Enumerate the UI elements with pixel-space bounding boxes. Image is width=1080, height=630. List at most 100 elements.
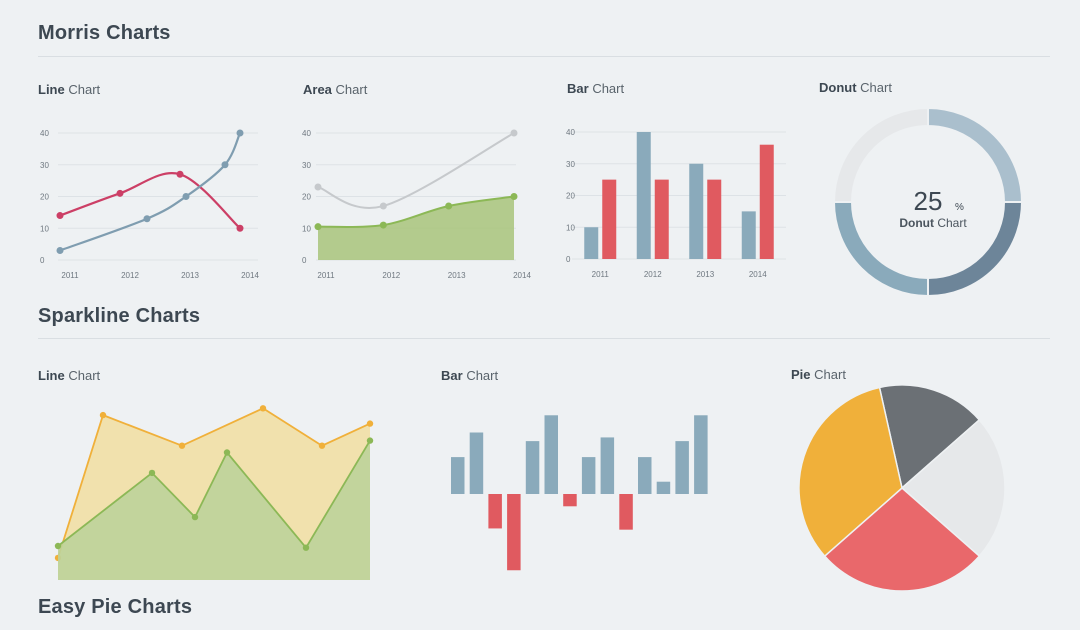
x-tick-label: 2013 xyxy=(448,271,466,280)
sparkline-bar xyxy=(656,481,671,494)
panel-title-spark-line: Line Chart xyxy=(38,368,101,383)
data-point xyxy=(56,212,64,220)
x-tick-label: 2013 xyxy=(181,271,199,280)
data-point xyxy=(178,442,186,449)
y-tick-label: 30 xyxy=(40,161,49,170)
y-tick-label: 10 xyxy=(566,223,575,232)
sparkline-area xyxy=(58,440,370,580)
bar xyxy=(689,163,704,259)
divider xyxy=(38,56,1050,57)
sparkline-bar xyxy=(563,494,577,507)
panel-title-morris-line: Line Chart xyxy=(38,82,101,97)
donut-center-label-bold: Donut xyxy=(899,216,937,230)
data-point xyxy=(379,221,387,229)
y-tick-label: 40 xyxy=(302,129,311,138)
series-area xyxy=(318,196,514,260)
data-point xyxy=(366,437,374,444)
divider xyxy=(38,338,1050,339)
x-tick-label: 2014 xyxy=(749,270,767,279)
y-tick-label: 40 xyxy=(566,128,575,137)
data-point xyxy=(191,513,199,521)
pie-slice xyxy=(823,487,981,592)
data-point xyxy=(236,224,244,232)
sparkline-bar xyxy=(507,494,521,571)
sparkline-bar xyxy=(581,457,596,494)
data-point xyxy=(176,170,184,178)
donut-center-label-rest: Chart xyxy=(937,216,967,230)
bar xyxy=(602,179,617,259)
bar xyxy=(741,211,756,259)
y-tick-label: 10 xyxy=(302,224,311,233)
sparkline-bar xyxy=(675,441,689,494)
sparkline-bar xyxy=(694,415,708,494)
bar xyxy=(707,179,722,259)
data-point xyxy=(259,405,267,412)
y-tick-label: 20 xyxy=(302,193,311,202)
x-tick-label: 2013 xyxy=(696,270,714,279)
sparkline-bar xyxy=(525,441,540,494)
panel-title-spark-bar: Bar Chart xyxy=(441,368,499,383)
series-line xyxy=(317,195,515,229)
panel-title-morris-donut: Donut Chart xyxy=(819,80,892,95)
section-title-morris: Morris Charts xyxy=(38,22,171,44)
pie-slice xyxy=(900,418,1006,558)
data-point xyxy=(379,202,387,210)
donut-center-value: 25 xyxy=(914,186,943,216)
sparkline-bar xyxy=(469,432,484,494)
sparkline-bar xyxy=(544,415,558,494)
pie-slice xyxy=(878,384,981,490)
sparkline-bar xyxy=(600,437,615,494)
section-title-sparkline: Sparkline Charts xyxy=(38,305,201,327)
panel-title-morris-area: Area Chart xyxy=(303,82,368,97)
pie-slice xyxy=(798,386,903,558)
data-point xyxy=(366,420,374,427)
sparkline-bar xyxy=(488,494,502,529)
section-title-easy-pie: Easy Pie Charts xyxy=(38,596,193,618)
x-tick-label: 2012 xyxy=(644,270,662,279)
data-point xyxy=(510,129,518,137)
data-point xyxy=(445,202,453,210)
y-tick-label: 0 xyxy=(566,255,571,264)
data-point xyxy=(236,129,244,137)
data-point xyxy=(143,215,151,223)
data-point xyxy=(314,183,322,191)
y-tick-label: 0 xyxy=(40,256,45,265)
y-tick-label: 30 xyxy=(302,161,311,170)
y-tick-label: 10 xyxy=(40,224,49,233)
x-tick-label: 2014 xyxy=(241,271,259,280)
x-tick-label: 2011 xyxy=(317,271,335,280)
donut-center-label: Donut Chart xyxy=(899,216,967,230)
y-tick-label: 20 xyxy=(40,193,49,202)
data-point xyxy=(116,189,124,197)
data-point xyxy=(223,449,231,456)
data-point xyxy=(302,544,310,551)
data-point xyxy=(54,542,62,550)
x-tick-label: 2011 xyxy=(592,270,610,279)
y-tick-label: 40 xyxy=(40,129,49,138)
donut-center-unit: % xyxy=(955,202,964,213)
data-point xyxy=(99,411,107,419)
y-tick-label: 0 xyxy=(302,256,307,265)
sparkline-bar xyxy=(619,494,633,530)
data-point xyxy=(221,161,229,169)
data-point xyxy=(56,246,64,254)
data-point xyxy=(148,469,156,477)
data-point xyxy=(318,442,326,449)
y-tick-label: 20 xyxy=(566,192,575,201)
bar xyxy=(584,227,599,259)
data-point xyxy=(182,193,190,200)
data-point xyxy=(314,223,322,231)
sparkline-line xyxy=(57,407,371,559)
x-tick-label: 2011 xyxy=(61,271,79,280)
sparkline-bar xyxy=(451,457,465,494)
bar xyxy=(759,144,774,259)
panel-title-spark-pie: Pie Chart xyxy=(791,367,846,382)
panel-title-morris-bar: Bar Chart xyxy=(567,81,625,96)
x-tick-label: 2012 xyxy=(121,271,139,280)
x-tick-label: 2012 xyxy=(382,271,400,280)
